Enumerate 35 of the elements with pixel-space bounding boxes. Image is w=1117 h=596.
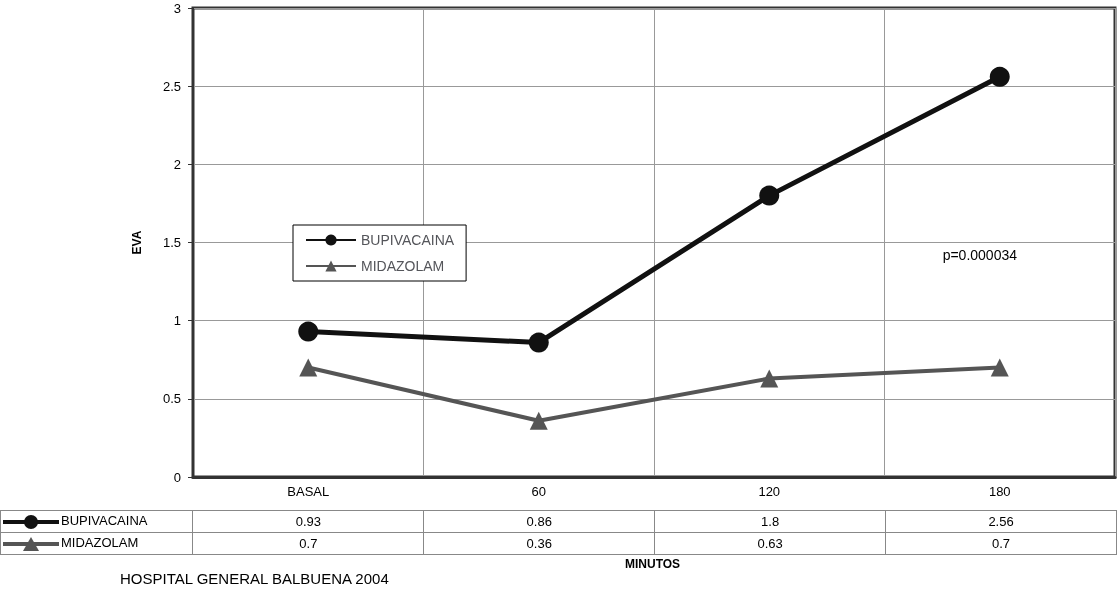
- data-label: 2.56: [885, 510, 1117, 533]
- text: HOSPITAL GENERAL BALBUENA 2004: [120, 570, 389, 587]
- y-tick-label: 3: [173, 0, 181, 16]
- text: MIDAZOLAM: [61, 535, 139, 551]
- point: [759, 185, 780, 206]
- y-tick-label: 0: [173, 469, 181, 485]
- x-axis-title: MINUTOS: [625, 557, 681, 571]
- y-tick-label: 1.5: [162, 235, 181, 250]
- data-label: 1.8: [654, 510, 886, 533]
- point: [760, 369, 779, 388]
- point: [990, 358, 1009, 377]
- data-label: 0.93: [192, 510, 424, 533]
- y-axis-title: EVA: [130, 230, 144, 255]
- point: [298, 321, 319, 342]
- legend-label: BUPIVACAINA: [361, 232, 455, 248]
- point: [528, 332, 549, 353]
- data-label: 0.36: [423, 532, 655, 555]
- y-tick-label: 1: [173, 313, 181, 329]
- data-label: 0.7: [192, 532, 424, 555]
- point: [989, 66, 1010, 87]
- y-tick-label: 2: [173, 156, 181, 172]
- point: [529, 411, 548, 430]
- point: [299, 358, 318, 377]
- x-tick-label: 180: [988, 484, 1011, 499]
- data-label: 0.86: [423, 510, 655, 533]
- legend-label: MIDAZOLAM: [361, 258, 445, 274]
- x-tick-label: 120: [758, 484, 781, 499]
- data-label: 0.7: [885, 532, 1117, 555]
- data-label: 0.63: [654, 532, 886, 555]
- y-tick-label: 0.5: [162, 391, 181, 407]
- text: BUPIVACAINA: [61, 513, 148, 529]
- x-tick-label: 60: [531, 484, 546, 499]
- annotation: p=0.000034: [942, 247, 1018, 263]
- x-tick-label: BASAL: [287, 484, 330, 499]
- y-tick-label: 2.5: [162, 78, 181, 94]
